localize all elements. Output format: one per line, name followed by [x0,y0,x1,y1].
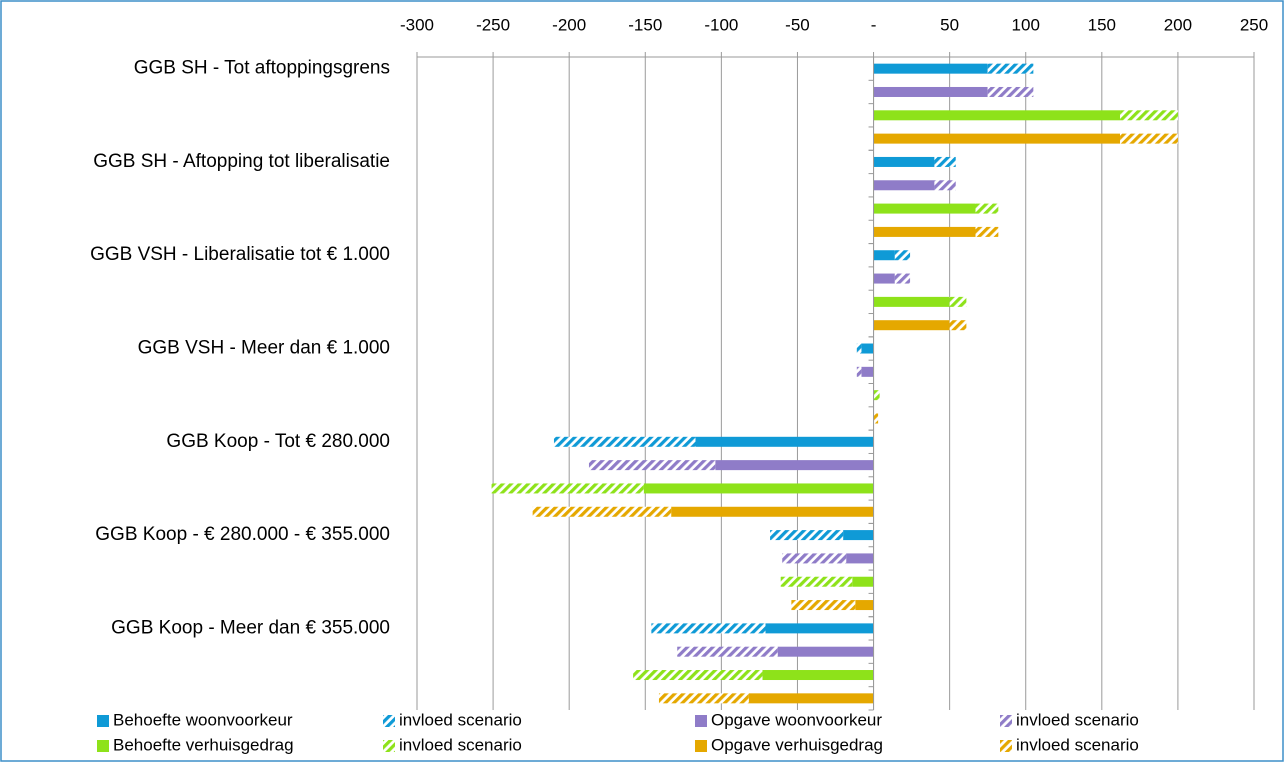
x-tick-label: 50 [940,15,959,34]
bar [651,623,766,634]
bar [856,366,862,377]
category-label: GGB SH - Tot aftoppingsgrens [134,58,390,79]
x-tick-label: 250 [1240,15,1268,34]
legend-swatch [1000,715,1012,727]
bar [1120,110,1178,121]
bar [975,226,999,237]
bar [873,110,1121,121]
legend-label: Behoefte woonvoorkeur [113,710,293,729]
bar [873,203,976,214]
x-tick-label: -100 [704,15,738,34]
legend-label: invloed scenario [1016,735,1139,754]
bar [846,553,874,564]
bar [780,576,853,587]
bar [532,506,672,517]
bar [873,413,879,424]
bar [894,273,911,284]
bar [715,460,874,471]
bar [873,296,950,307]
bar [855,600,874,611]
x-tick-label: -200 [552,15,586,34]
bar [491,483,644,494]
bar [791,600,856,611]
legend-swatch [695,740,707,752]
bar [873,273,895,284]
x-tick-label: -50 [785,15,810,34]
x-tick-label: 100 [1012,15,1040,34]
bar [843,530,874,541]
bar [873,226,976,237]
legend-label: Opgave woonvoorkeur [711,710,882,729]
legend-label: invloed scenario [399,735,522,754]
bar [633,670,763,681]
bar [949,296,967,307]
legend-label: invloed scenario [1016,710,1139,729]
bar [975,203,999,214]
bar [873,156,935,167]
bar [553,436,696,447]
bar [856,343,862,354]
legend-label: invloed scenario [399,710,522,729]
bar [934,156,956,167]
bar [861,343,874,354]
bar [873,86,988,97]
bar [894,250,911,261]
bar [873,133,1121,144]
bar [782,553,847,564]
x-tick-label: -250 [476,15,510,34]
bar [987,86,1034,97]
bar [765,623,874,634]
category-label: GGB Koop - € 280.000 - € 355.000 [95,524,390,545]
legend-swatch [383,740,395,752]
legend-label: Behoefte verhuisgedrag [113,735,294,754]
category-label: GGB Koop - Meer dan € 355.000 [111,617,390,638]
bar [987,63,1034,74]
category-label: GGB Koop - Tot € 280.000 [166,431,390,452]
bar [671,506,874,517]
legend-swatch [97,715,109,727]
bar [588,460,716,471]
x-tick-label: -150 [628,15,662,34]
x-tick-label: 150 [1088,15,1116,34]
bar [861,366,874,377]
x-tick-label: -300 [400,15,434,34]
bar [934,180,956,191]
legend-swatch [1000,740,1012,752]
bar [695,436,874,447]
bar [777,646,874,657]
bar [852,576,874,587]
x-tick-label: 200 [1164,15,1192,34]
bar [643,483,874,494]
legend-swatch [695,715,707,727]
bar [873,320,950,331]
category-label: GGB VSH - Meer dan € 1.000 [138,338,390,359]
legend-swatch [383,715,395,727]
bar [677,646,778,657]
bar [949,320,967,331]
bar [658,693,749,704]
bar [748,693,874,704]
bar [1120,133,1178,144]
category-label: GGB SH - Aftopping tot liberalisatie [93,151,390,172]
bar [762,670,874,681]
bar [873,180,935,191]
category-label: GGB VSH - Liberalisatie tot € 1.000 [90,244,390,265]
x-tick-label: - [871,15,877,34]
legend-label: Opgave verhuisgedrag [711,735,883,754]
bar [873,390,880,401]
legend-swatch [97,740,109,752]
bar [873,250,895,261]
bar [873,63,988,74]
bar [770,530,844,541]
